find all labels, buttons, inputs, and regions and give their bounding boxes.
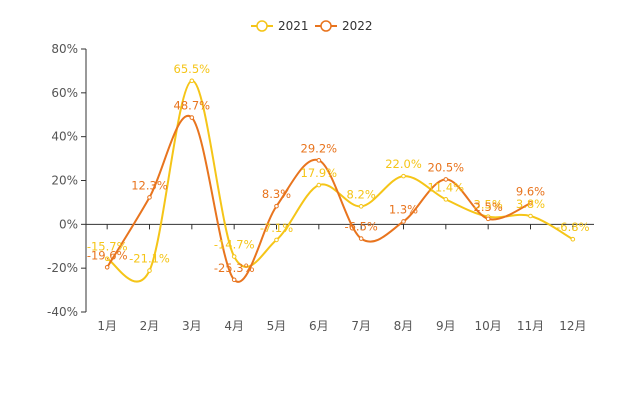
data-label-2022: 8.3% [262, 187, 291, 201]
data-point-2022[interactable] [147, 195, 152, 200]
y-tick-label: 60% [51, 86, 78, 100]
data-label-2021: 65.5% [174, 62, 211, 76]
data-label-2022: 29.2% [301, 141, 338, 155]
x-tick-label: 1月 [97, 319, 117, 333]
data-point-2022[interactable] [274, 203, 279, 209]
y-tick-label: -20% [47, 261, 78, 275]
x-tick-label: 10月 [475, 319, 502, 333]
data-label-2021: -7.1% [260, 221, 293, 235]
x-tick-label: 8月 [394, 319, 414, 333]
data-label-2022: 48.7% [174, 99, 211, 113]
data-label-2022: 9.6% [516, 184, 545, 198]
y-tick-label: 0% [59, 217, 78, 231]
legend-marker-icon [320, 20, 332, 32]
data-label-2022: -25.3% [214, 261, 255, 275]
data-point-2022[interactable] [485, 216, 491, 222]
data-point-2021[interactable] [570, 236, 576, 242]
data-label-2022: 1.3% [389, 202, 418, 216]
data-label-2022: 2.5% [474, 200, 503, 214]
data-label-2022: -6.5% [344, 220, 377, 234]
x-tick-label: 11月 [517, 319, 544, 333]
data-point-2022[interactable] [443, 177, 449, 182]
data-label-2021: -15.7% [87, 240, 128, 254]
data-point-2021[interactable] [189, 78, 195, 84]
series-line-2021[interactable] [106, 79, 574, 283]
data-point-2021[interactable] [147, 268, 152, 273]
data-point-2022[interactable] [316, 158, 322, 163]
x-tick-label: 4月 [224, 319, 244, 333]
data-point-2022[interactable] [189, 115, 195, 120]
x-tick-label: 9月 [436, 319, 456, 333]
x-tick-label: 12月 [559, 319, 586, 333]
y-tick-label: 80% [51, 42, 78, 56]
legend-item-2022[interactable]: 2022 [315, 19, 373, 33]
data-point-2021[interactable] [104, 256, 110, 262]
data-label-2022: 12.3% [131, 178, 168, 192]
chart-legend[interactable]: 2021 2022 [251, 19, 373, 33]
legend-item-2021[interactable]: 2021 [251, 19, 309, 33]
data-label-2022: 20.5% [428, 160, 465, 174]
data-point-2021[interactable] [401, 173, 406, 179]
data-label-2021: -21.1% [129, 252, 170, 266]
data-point-2022[interactable] [401, 219, 406, 224]
x-tick-label: 3月 [182, 319, 202, 333]
data-label-2021: 17.9% [301, 166, 338, 180]
data-point-2021[interactable] [316, 182, 322, 188]
data-label-2021: 3.8% [516, 197, 545, 211]
data-point-2022[interactable] [358, 236, 364, 241]
data-label-2021: 22.0% [385, 157, 422, 171]
legend-marker-icon [256, 20, 268, 32]
data-point-2021[interactable] [443, 197, 449, 202]
data-label-2021: -14.7% [214, 238, 255, 252]
data-label-2021: 8.2% [347, 187, 376, 201]
data-point-2021[interactable] [358, 204, 364, 209]
chart-axes: -40% -20% 0% 20% 40% 60% 80% 1月 2月 3月 4月 5月 6月 7月 8月 9月… [47, 42, 594, 333]
data-point-2022[interactable] [231, 277, 237, 283]
data-point-2022[interactable] [104, 264, 110, 270]
chart-data-points [104, 78, 576, 283]
legend-label: 2022 [342, 19, 373, 33]
y-tick-label: 40% [51, 130, 78, 144]
data-point-2022[interactable] [528, 200, 533, 206]
x-tick-label: 5月 [267, 319, 287, 333]
data-label-2021: 3.5% [474, 198, 503, 212]
data-label-2022: -19.6% [87, 248, 128, 262]
chart-data-labels: -15.7%-21.1% 65.5% -14.7% -7.1% 17.9% 8.2% 22.… [87, 62, 590, 275]
y-tick-label: 20% [51, 174, 78, 188]
data-point-2021[interactable] [274, 237, 279, 243]
legend-label: 2021 [278, 19, 309, 33]
data-point-2021[interactable] [528, 213, 533, 219]
data-label-2021: -6.8% [556, 220, 589, 234]
data-point-2021[interactable] [231, 254, 237, 259]
x-tick-label: 6月 [309, 319, 329, 333]
y-tick-label: -40% [47, 305, 78, 319]
x-tick-label: 2月 [140, 319, 160, 333]
x-tick-label: 7月 [351, 319, 371, 333]
data-label-2021: 11.4% [428, 180, 465, 194]
